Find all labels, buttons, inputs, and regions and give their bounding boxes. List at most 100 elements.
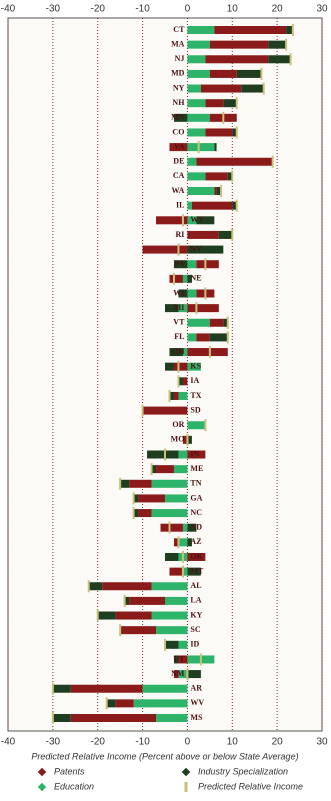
bar-segment — [173, 260, 188, 269]
predicted-marker — [285, 38, 288, 51]
state-label: AR — [190, 684, 202, 693]
bar-segment — [187, 40, 210, 49]
predicted-marker — [168, 389, 171, 402]
x-tick-label-bottom: 10 — [227, 737, 239, 748]
state-label: MD — [171, 69, 185, 78]
bar-segment — [187, 260, 197, 269]
bar-segment — [178, 655, 188, 664]
bar-segment — [187, 128, 206, 137]
state-label: NV — [190, 244, 202, 253]
bar-segment — [173, 391, 179, 400]
bar-segment — [218, 230, 233, 239]
bar-segment — [214, 187, 217, 196]
state-label: TX — [190, 391, 201, 400]
bar-segment — [120, 626, 157, 635]
state-label: AZ — [190, 537, 201, 546]
bar-segment — [196, 157, 273, 166]
bar-segment — [169, 391, 174, 400]
bar-segment — [187, 201, 192, 210]
x-tick-label-bottom: -40 — [1, 737, 16, 748]
predicted-marker — [177, 536, 180, 549]
state-label: WA — [172, 186, 185, 195]
bar-segment — [129, 479, 152, 488]
bar-segment — [124, 596, 130, 605]
bar-segment — [165, 362, 174, 371]
predicted-marker — [141, 404, 144, 417]
bar-segment — [214, 143, 217, 152]
state-label: NH — [172, 98, 185, 107]
bar-segment — [232, 128, 237, 137]
predicted-marker — [235, 199, 238, 212]
state-label: RI — [176, 230, 185, 239]
predicted-marker — [291, 24, 294, 36]
plot-background — [7, 17, 323, 732]
bar-segment — [133, 494, 139, 503]
state-label: IA — [190, 376, 199, 385]
bar-segment — [241, 84, 264, 93]
bar-segment — [187, 69, 210, 78]
predicted-marker — [262, 82, 265, 95]
x-tick-label-top: -30 — [46, 4, 61, 15]
bar-segment — [169, 567, 183, 576]
x-tick-label-bottom: 30 — [316, 737, 328, 748]
bar-segment — [173, 362, 188, 371]
legend-label: Industry Specialization — [198, 766, 288, 776]
bar-segment — [102, 582, 152, 591]
bar-segment — [178, 640, 188, 649]
bar-segment — [156, 714, 188, 722]
bar-segment — [115, 699, 134, 708]
state-label: OH — [172, 347, 185, 356]
bar-segment — [165, 552, 179, 561]
bar-segment — [165, 304, 179, 313]
bar-segment — [151, 479, 188, 488]
bar-segment — [187, 230, 219, 239]
state-label: MT — [190, 566, 204, 575]
state-label: WI — [173, 288, 184, 297]
x-axis-title: Predicted Relative Income (Percent above… — [31, 751, 298, 761]
bar-segment — [209, 333, 228, 342]
bar-segment — [178, 391, 188, 400]
bar-segment — [187, 435, 192, 444]
legend-label: Patents — [54, 766, 85, 776]
state-label: FL — [174, 332, 184, 341]
bar-segment — [236, 69, 262, 78]
predicted-marker — [51, 712, 54, 724]
bar-segment — [205, 55, 269, 64]
bar-segment — [173, 465, 188, 474]
bar-segment — [223, 318, 228, 327]
bar-segment — [133, 699, 188, 708]
state-label: SD — [190, 405, 200, 414]
bar-segment — [187, 172, 206, 181]
bar-segment — [209, 40, 269, 49]
bar-segment — [151, 509, 188, 518]
state-label: NE — [190, 274, 201, 283]
bar-segment — [214, 26, 287, 34]
state-label: MA — [171, 39, 185, 48]
bar-segment — [187, 450, 206, 459]
predicted-marker — [51, 682, 54, 695]
bar-segment — [187, 523, 197, 532]
predicted-marker — [231, 170, 234, 183]
state-label: ID — [190, 640, 199, 649]
bar-segment — [178, 289, 188, 298]
bar-segment — [173, 670, 179, 679]
predicted-marker — [235, 126, 238, 139]
bar-segment — [182, 523, 188, 532]
bar-segment — [187, 567, 201, 576]
x-tick-label-top: 20 — [272, 4, 284, 15]
predicted-marker — [199, 653, 202, 666]
x-tick-label-bottom: 0 — [185, 737, 191, 748]
bar-segment — [52, 684, 71, 693]
bar-segment — [88, 582, 103, 591]
predicted-marker — [119, 624, 122, 637]
x-tick-label-top: 10 — [227, 4, 239, 15]
predicted-marker — [222, 111, 225, 124]
predicted-marker — [208, 346, 211, 359]
predicted-marker — [87, 580, 90, 593]
bar-segment — [133, 509, 139, 518]
predicted-marker — [164, 638, 166, 651]
state-label: MS — [190, 713, 203, 722]
bar-segment — [205, 99, 224, 108]
state-label: NY — [173, 83, 185, 92]
